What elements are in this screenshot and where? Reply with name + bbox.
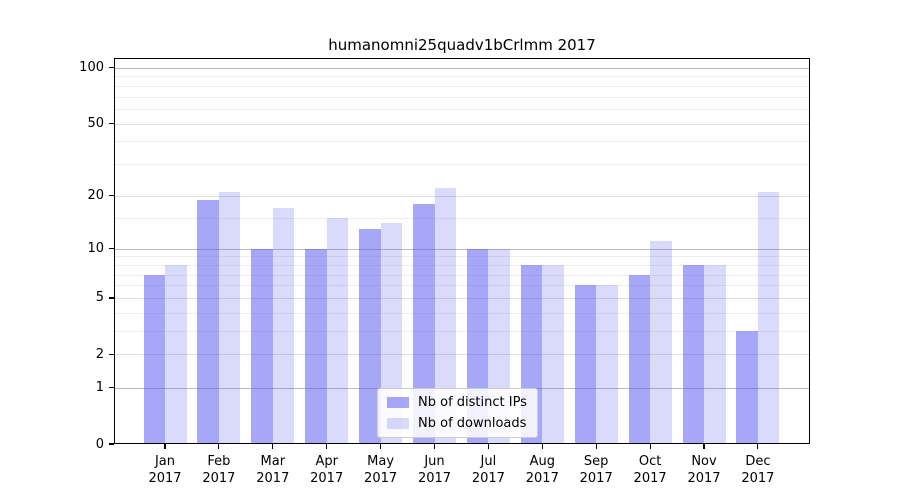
gridline bbox=[114, 274, 810, 276]
x-tick-label: Aug 2017 bbox=[525, 454, 559, 486]
bar-downloads-jun bbox=[434, 188, 456, 444]
x-tick-mark bbox=[487, 444, 489, 449]
y-tick-mark bbox=[109, 386, 114, 389]
x-tick-label: Mar 2017 bbox=[256, 454, 290, 486]
gridline bbox=[114, 312, 810, 314]
gridline bbox=[114, 76, 810, 78]
x-tick-mark bbox=[649, 444, 651, 449]
bar-downloads-aug bbox=[542, 264, 564, 444]
bar-downloads-feb bbox=[218, 192, 241, 444]
x-tick-mark bbox=[757, 444, 759, 449]
legend: Nb of distinct IPs Nb of downloads bbox=[377, 388, 538, 438]
bar-ips-feb bbox=[197, 199, 219, 444]
gridline bbox=[114, 248, 810, 250]
x-tick-label: Jan 2017 bbox=[148, 454, 182, 486]
x-tick-mark bbox=[218, 444, 220, 449]
gridline bbox=[114, 141, 810, 143]
bar-ips-mar bbox=[251, 248, 273, 444]
gridline bbox=[114, 164, 810, 166]
y-tick-mark bbox=[109, 67, 114, 69]
bar-downloads-apr bbox=[326, 218, 349, 444]
y-tick-label: 2 bbox=[95, 346, 104, 362]
y-tick-label: 50 bbox=[87, 116, 104, 132]
bar-ips-nov bbox=[682, 264, 704, 444]
y-tick-mark bbox=[109, 122, 114, 125]
chart-title: humanomni25quadv1bCrlmm 2017 bbox=[328, 36, 596, 54]
y-tick-mark bbox=[109, 443, 114, 445]
y-tick-label: 1 bbox=[95, 380, 104, 395]
x-tick-label: Apr 2017 bbox=[310, 454, 344, 486]
x-tick-mark bbox=[326, 444, 328, 449]
bar-ips-oct bbox=[628, 274, 651, 444]
y-tick-mark bbox=[109, 195, 114, 197]
y-tick-mark bbox=[109, 297, 114, 299]
x-tick-label: Nov 2017 bbox=[687, 454, 721, 486]
gridline bbox=[114, 195, 810, 197]
x-tick-mark bbox=[703, 444, 705, 449]
bar-ips-may bbox=[359, 228, 381, 444]
gridline bbox=[114, 354, 810, 356]
gridline bbox=[114, 108, 810, 110]
plot-area bbox=[114, 58, 810, 444]
x-tick-label: Sep 2017 bbox=[579, 454, 613, 486]
bar-downloads-nov bbox=[704, 264, 726, 444]
legend-label-downloads: Nb of downloads bbox=[418, 416, 527, 431]
y-tick-mark bbox=[109, 247, 114, 250]
bar-ips-apr bbox=[305, 248, 327, 444]
gridline bbox=[114, 297, 810, 299]
gridline bbox=[114, 285, 810, 287]
x-tick-mark bbox=[164, 444, 166, 449]
legend-swatch-distinct-ips bbox=[387, 397, 409, 408]
legend-swatch-downloads bbox=[387, 418, 409, 429]
y-tick-mark bbox=[109, 353, 114, 356]
y-tick-label: 5 bbox=[95, 290, 104, 306]
gridline bbox=[114, 218, 810, 220]
bar-downloads-mar bbox=[272, 208, 295, 444]
bar-ips-jun bbox=[413, 204, 435, 444]
gridline bbox=[114, 123, 810, 125]
x-tick-mark bbox=[595, 444, 597, 449]
bar-downloads-oct bbox=[650, 241, 672, 444]
gridline bbox=[114, 256, 810, 258]
gridline bbox=[114, 331, 810, 333]
gridline bbox=[114, 96, 810, 98]
gridline bbox=[114, 264, 810, 266]
x-tick-label: Dec 2017 bbox=[741, 454, 775, 486]
x-tick-mark bbox=[433, 444, 436, 449]
bar-ips-sep bbox=[574, 285, 597, 444]
gridline bbox=[114, 85, 810, 87]
y-tick-label: 100 bbox=[79, 60, 104, 76]
bar-downloads-sep bbox=[596, 285, 618, 444]
x-tick-label: Jun 2017 bbox=[417, 454, 452, 486]
legend-label-distinct-ips: Nb of distinct IPs bbox=[418, 395, 527, 410]
x-tick-mark bbox=[272, 444, 274, 449]
x-tick-mark bbox=[541, 444, 543, 449]
x-tick-mark bbox=[380, 444, 382, 449]
y-tick-label: 10 bbox=[87, 241, 104, 257]
y-tick-label: 0 bbox=[95, 436, 104, 452]
gridline bbox=[114, 67, 810, 69]
bar-ips-dec bbox=[736, 331, 758, 444]
x-tick-label: Feb 2017 bbox=[202, 454, 236, 486]
y-tick-label: 20 bbox=[87, 188, 104, 204]
legend-item-downloads: Nb of downloads bbox=[387, 416, 527, 431]
x-tick-label: Jul 2017 bbox=[471, 454, 505, 486]
x-tick-label: May 2017 bbox=[364, 454, 398, 486]
bar-downloads-dec bbox=[757, 192, 780, 444]
bar-downloads-jan bbox=[165, 264, 187, 444]
bar-ips-jan bbox=[143, 274, 165, 444]
legend-item-distinct-ips: Nb of distinct IPs bbox=[387, 395, 527, 410]
x-tick-label: Oct 2017 bbox=[633, 454, 667, 486]
